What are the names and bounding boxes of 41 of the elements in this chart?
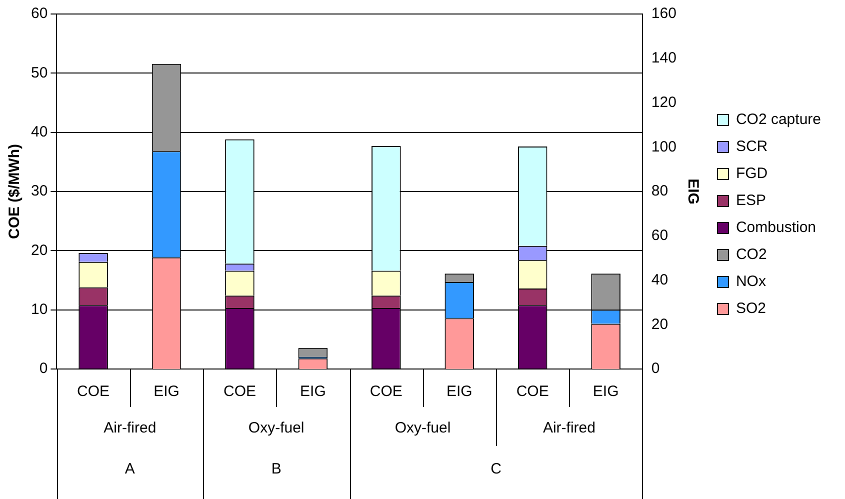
text: B bbox=[271, 460, 282, 478]
y-tick-label: 10 bbox=[30, 300, 48, 318]
y2-tick-label: 120 bbox=[651, 94, 676, 111]
x-tick-label: EIG bbox=[300, 383, 326, 400]
legend-label: FGD bbox=[736, 165, 768, 182]
legend-label: SO2 bbox=[736, 300, 766, 318]
text: A bbox=[124, 460, 135, 478]
text: Air-fired bbox=[104, 420, 156, 437]
legend-label: Combustion bbox=[736, 219, 816, 236]
legend-label: CO2 bbox=[736, 246, 767, 264]
y2-tick-label: 40 bbox=[651, 271, 668, 288]
y-tick-label: 0 bbox=[39, 360, 48, 378]
y2-tick-label: 140 bbox=[651, 50, 676, 67]
legend-label: CO2 capture bbox=[736, 111, 822, 128]
x-tick-label: EIG bbox=[446, 383, 472, 400]
y-tick-label: 20 bbox=[30, 242, 48, 259]
legend-label: NOx bbox=[736, 273, 766, 290]
y2-tick-label: 60 bbox=[651, 227, 668, 244]
x-tick-label: COE bbox=[370, 383, 402, 400]
y2-tick-label: 20 bbox=[651, 316, 668, 333]
text: C bbox=[490, 460, 502, 478]
y2-axis-title: EIG bbox=[684, 178, 702, 204]
x-tick-label: COE bbox=[77, 383, 110, 400]
text: Air-fired bbox=[542, 420, 596, 437]
y2-tick-label: 160 bbox=[651, 5, 676, 22]
y-axis-title: COE ($/MWh) bbox=[6, 144, 24, 239]
y-tick-label: 50 bbox=[30, 64, 48, 82]
y2-tick-label: 100 bbox=[651, 138, 676, 156]
x-tick-label: COE bbox=[516, 383, 549, 400]
text: Oxy-fuel bbox=[248, 420, 304, 437]
x-tick-label: COE bbox=[223, 383, 256, 400]
y2-tick-label: 0 bbox=[651, 360, 660, 378]
y-tick-label: 30 bbox=[30, 182, 48, 200]
y2-tick-label: 80 bbox=[651, 182, 668, 200]
y-tick-label: 60 bbox=[30, 5, 48, 22]
legend-label: SCR bbox=[736, 138, 768, 156]
x-tick-label: EIG bbox=[154, 383, 180, 400]
legend-label: ESP bbox=[736, 192, 766, 210]
text: Oxy-fuel bbox=[394, 420, 451, 437]
y-tick-label: 40 bbox=[30, 123, 48, 140]
x-tick-label: EIG bbox=[592, 383, 619, 400]
